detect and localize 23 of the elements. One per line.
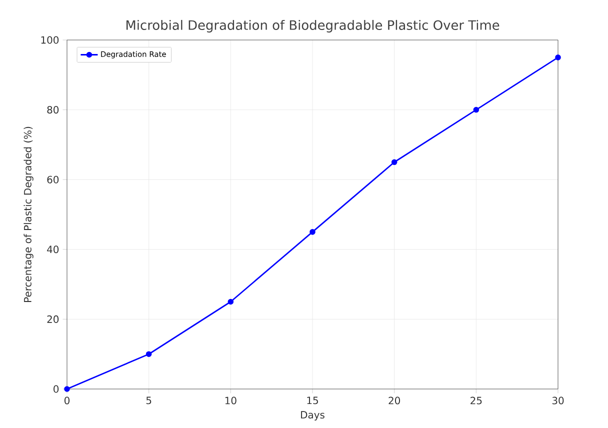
x-tick-label: 0	[64, 396, 70, 404]
x-tick-label: 5	[146, 396, 152, 404]
point	[146, 351, 152, 357]
point	[555, 54, 561, 60]
x-tick-label: 20	[388, 396, 400, 404]
y-tick-label: 60	[47, 176, 59, 184]
x-axis-title: Days	[301, 411, 324, 420]
point	[228, 298, 234, 305]
x-tick-label: 30	[552, 396, 564, 404]
y-tick-label: 40	[47, 246, 59, 254]
y-tick-label: 20	[47, 315, 59, 323]
point	[391, 159, 398, 166]
point	[473, 106, 480, 113]
y-tick-label: 0	[54, 385, 59, 393]
y-tick-label: 100	[41, 36, 59, 44]
y-tick-label: 80	[47, 106, 59, 114]
y-axis-title: Percentage of Plastic Degraded (%)	[24, 126, 34, 302]
point	[64, 386, 70, 392]
x-tick-label: 15	[307, 396, 318, 404]
x-tick-label: 25	[470, 396, 482, 404]
chart-title: Microbial Degradation of Biodegradable Plastic Over Time	[126, 20, 500, 32]
point	[310, 229, 316, 235]
x-tick-label: 10	[225, 396, 236, 404]
